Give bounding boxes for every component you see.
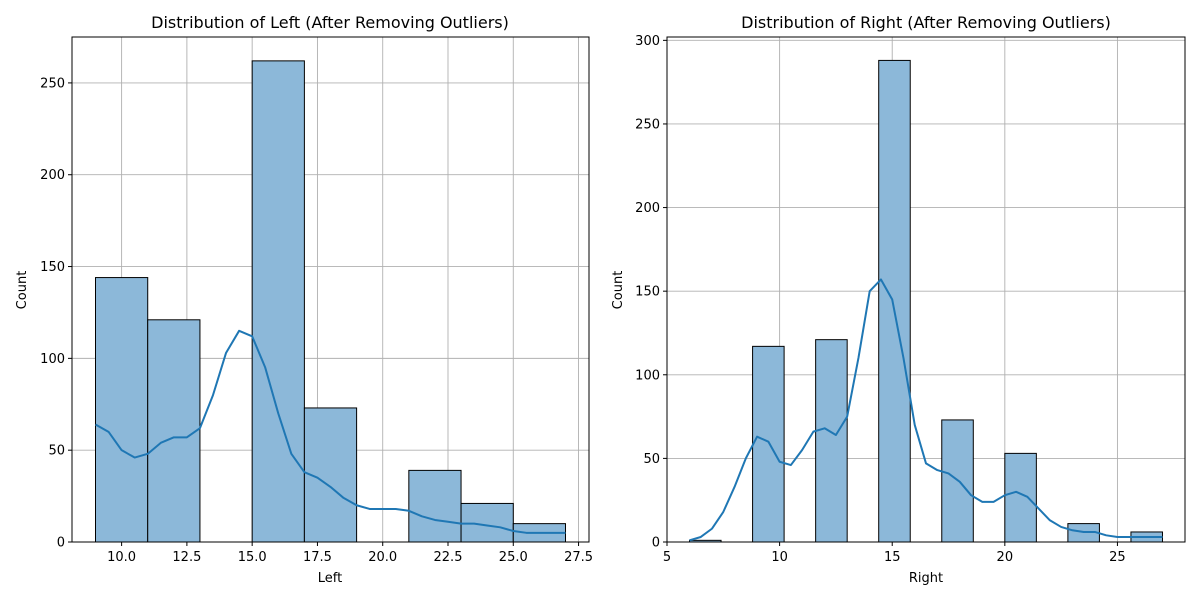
plot-frame — [666, 36, 1186, 543]
x-tick-label: 15 — [884, 550, 901, 565]
y-tick-label: 0 — [57, 536, 65, 551]
kde-curve — [689, 278, 1163, 542]
x-tick-label: 20 — [997, 550, 1014, 565]
x-ticks: 5 10 15 20 25 — [663, 542, 1126, 565]
x-tick-label: 22.5 — [434, 550, 463, 565]
y-tick-label: 100 — [40, 352, 65, 367]
y-tick-label: 150 — [635, 285, 660, 300]
x-axis-label: Right — [909, 571, 943, 586]
y-tick-label: 100 — [635, 368, 660, 383]
kde-curve — [95, 329, 566, 534]
y-tick-label: 200 — [40, 168, 65, 183]
histogram-bar — [408, 469, 462, 543]
y-ticks: 0 50 100 150 200 250 — [40, 76, 72, 551]
y-ticks: 0 50 100 150 200 250 300 — [635, 34, 667, 551]
histogram-bars — [95, 60, 566, 543]
y-tick-label: 50 — [643, 452, 660, 467]
x-tick-label: 17.5 — [303, 550, 332, 565]
left-distribution-chart: Distribution of Left (After Removing Out… — [15, 13, 593, 586]
y-tick-label: 300 — [635, 34, 660, 49]
chart-title: Distribution of Left (After Removing Out… — [151, 13, 509, 32]
y-tick-label: 50 — [48, 444, 65, 459]
histogram-bar — [815, 339, 848, 543]
x-ticks: 10.0 12.5 15.0 17.5 20.0 22.5 25.0 27.5 — [107, 542, 593, 565]
x-axis-label: Left — [318, 571, 342, 586]
y-tick-label: 200 — [635, 201, 660, 216]
x-tick-label: 12.5 — [172, 550, 201, 565]
y-tick-label: 250 — [635, 117, 660, 132]
y-tick-label: 0 — [652, 536, 660, 551]
right-distribution-chart: Distribution of Right (After Removing Ou… — [611, 13, 1186, 586]
x-tick-label: 25.0 — [499, 550, 528, 565]
histogram-bar — [752, 345, 785, 543]
histogram-bar — [147, 319, 201, 543]
x-tick-label: 25 — [1109, 550, 1126, 565]
histogram-bar — [1004, 452, 1037, 543]
x-tick-label: 20.0 — [368, 550, 397, 565]
x-tick-label: 5 — [663, 550, 671, 565]
plot-frame — [71, 36, 590, 543]
x-tick-label: 10.0 — [107, 550, 136, 565]
y-tick-label: 250 — [40, 76, 65, 91]
chart-title: Distribution of Right (After Removing Ou… — [741, 13, 1111, 32]
histogram-bar — [95, 277, 149, 543]
y-axis-label: Count — [611, 271, 626, 310]
x-tick-label: 27.5 — [564, 550, 593, 565]
histogram-bar — [251, 60, 305, 543]
y-axis-label: Count — [15, 271, 30, 310]
histogram-bar — [878, 59, 911, 543]
y-tick-label: 150 — [40, 260, 65, 275]
x-tick-label: 15.0 — [238, 550, 267, 565]
x-tick-label: 10 — [771, 550, 788, 565]
